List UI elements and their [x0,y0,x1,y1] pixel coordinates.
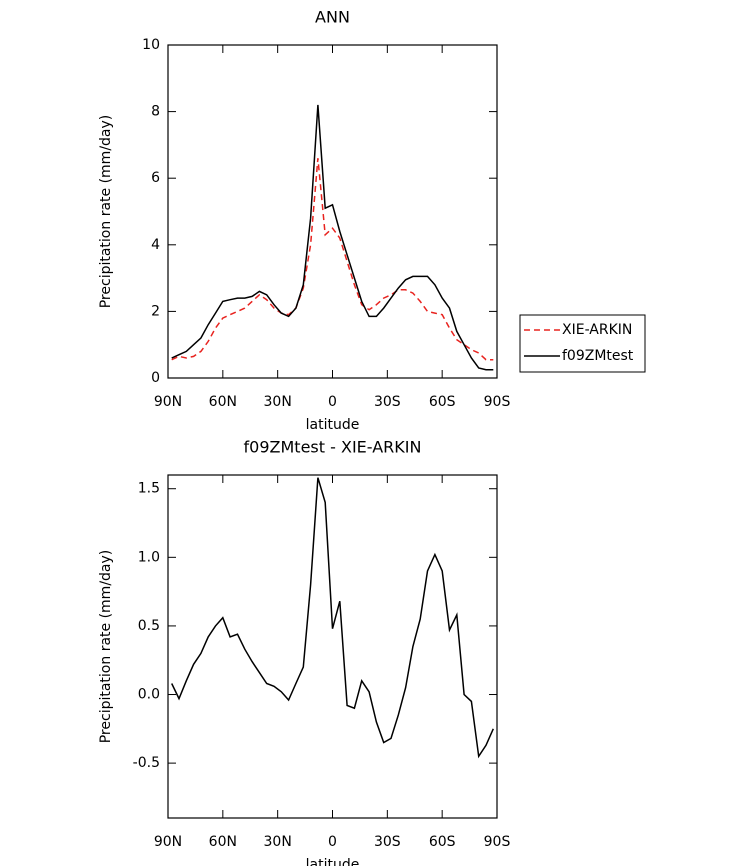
x-tick-label: 30S [374,834,401,850]
y-tick-label: 8 [151,104,160,120]
y-axis-label: Precipitation rate (mm/day) [98,550,114,744]
x-tick-label: 90N [154,834,182,850]
chart-title: ANN [315,8,350,27]
x-tick-label: 60S [429,394,456,410]
y-tick-label: 1.0 [138,549,160,565]
data-line [171,104,494,371]
legend-label: XIE-ARKIN [562,322,632,338]
y-tick-label: 0 [151,370,160,386]
x-axis-label: latitude [306,417,360,433]
x-tick-label: 60N [209,394,237,410]
y-tick-label: -0.5 [133,755,160,771]
y-tick-label: 0.0 [138,687,160,703]
plot-frame [167,474,498,819]
y-tick-label: 10 [142,37,160,53]
x-axis-label: latitude [306,857,360,866]
plot-frame [167,44,498,379]
data-line [171,477,494,759]
x-tick-label: 30S [374,394,401,410]
y-tick-label: 0.5 [138,618,160,634]
x-tick-label: 0 [328,394,337,410]
x-tick-label: 90S [484,394,511,410]
y-tick-label: 4 [151,237,160,253]
data-line [171,158,494,361]
legend-box [519,314,646,373]
x-tick-label: 90S [484,834,511,850]
y-axis-label: Precipitation rate (mm/day) [98,115,114,309]
x-tick-label: 30N [264,394,292,410]
x-tick-label: 90N [154,394,182,410]
x-tick-label: 30N [264,834,292,850]
y-tick-label: 6 [151,170,160,186]
x-tick-label: 60S [429,834,456,850]
x-tick-label: 60N [209,834,237,850]
y-tick-label: 2 [151,303,160,319]
x-tick-label: 0 [328,834,337,850]
legend-label: f09ZMtest [562,348,634,364]
chart-title: f09ZMtest - XIE-ARKIN [244,438,422,457]
y-tick-label: 1.5 [138,481,160,497]
